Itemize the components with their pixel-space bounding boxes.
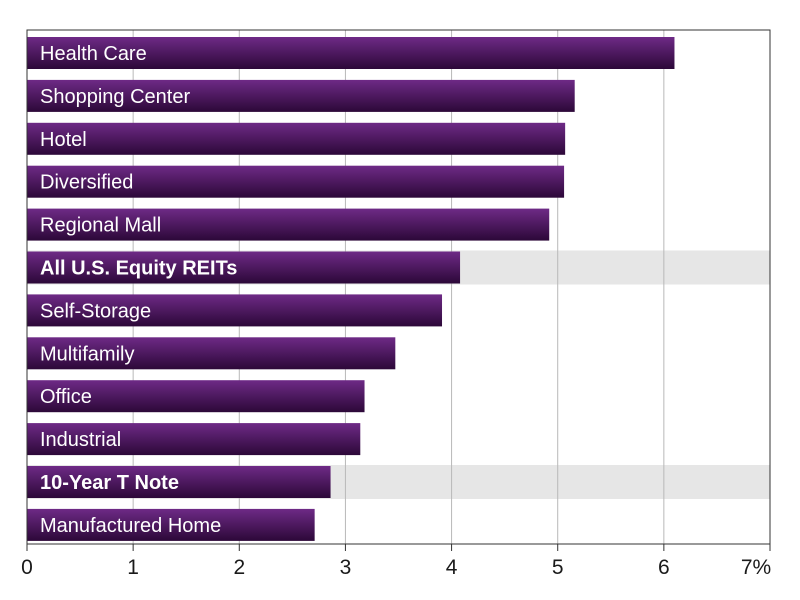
bar	[27, 294, 443, 327]
x-tick-label: 1	[127, 556, 139, 579]
bar	[27, 466, 331, 498]
bar	[27, 37, 675, 69]
bar-label: Multifamily	[40, 343, 134, 365]
bar-label: Diversified	[40, 172, 133, 194]
x-tick-label: 4	[446, 556, 458, 579]
bar-label: Hotel	[40, 129, 87, 151]
x-tick-label: 0	[21, 556, 33, 579]
bar	[27, 251, 461, 284]
bar-label: All U.S. Equity REITs	[40, 258, 237, 280]
bar-label: Regional Mall	[40, 215, 161, 237]
bar-label: 10-Year T Note	[40, 472, 179, 494]
x-tick-label: 7%	[741, 556, 771, 579]
bar	[27, 79, 575, 112]
bar	[27, 165, 565, 198]
bar-label: Manufactured Home	[40, 515, 221, 537]
bar	[27, 423, 361, 456]
x-tick-label: 5	[552, 556, 564, 579]
bar	[27, 208, 550, 241]
bar-label: Shopping Center	[40, 86, 190, 108]
bar-label: Office	[40, 386, 92, 408]
bar	[27, 380, 365, 413]
x-tick-label: 2	[233, 556, 245, 579]
bar	[27, 337, 396, 370]
plot-frame	[26, 29, 771, 545]
x-tick-label: 6	[658, 556, 670, 579]
bar-label: Health Care	[40, 43, 147, 65]
bar-label: Self-Storage	[40, 300, 151, 322]
x-tick-label: 3	[340, 556, 352, 579]
bar-label: Industrial	[40, 429, 121, 451]
bar	[27, 508, 315, 541]
bar	[27, 122, 566, 155]
